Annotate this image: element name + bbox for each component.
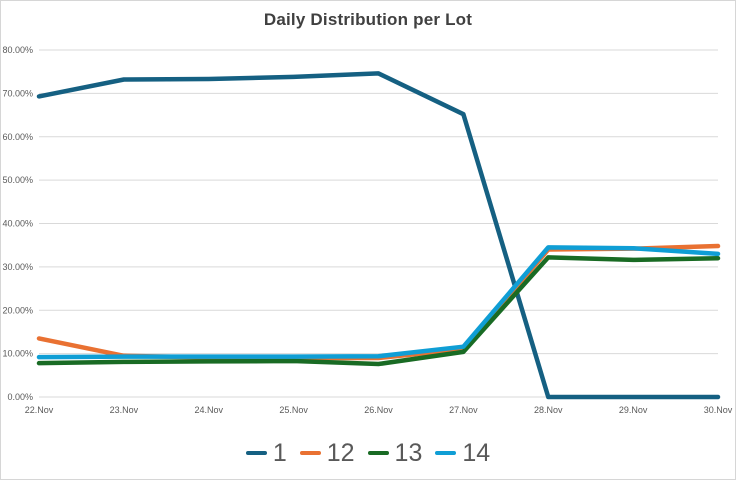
- legend-item-13: 13: [367, 438, 423, 467]
- x-axis-tick-label: 25.Nov: [279, 405, 308, 415]
- x-axis-tick-label: 27.Nov: [449, 405, 478, 415]
- y-axis-tick-label: 0.00%: [7, 392, 33, 402]
- y-axis-tick-label: 70.00%: [2, 88, 33, 98]
- x-axis-tick-label: 28.Nov: [534, 405, 563, 415]
- x-axis-tick-label: 22.Nov: [25, 405, 54, 415]
- legend-swatch-14: [435, 450, 457, 456]
- y-axis-tick-label: 30.00%: [2, 262, 33, 272]
- y-axis-tick-label: 20.00%: [2, 305, 33, 315]
- x-axis-tick-label: 29.Nov: [619, 405, 648, 415]
- legend-label-12: 12: [326, 438, 355, 467]
- legend-label-14: 14: [462, 438, 491, 467]
- series-line-13: [36, 255, 721, 367]
- series-line-12: [36, 243, 721, 361]
- series-line-1: [36, 71, 721, 400]
- legend-swatch-13: [367, 450, 389, 456]
- legend-label-1: 1: [272, 438, 287, 467]
- legend-swatch-12: [299, 450, 321, 456]
- legend: 1 12 13 14: [1, 432, 735, 474]
- x-axis-tick-label: 24.Nov: [194, 405, 223, 415]
- x-axis-tick-label: 26.Nov: [364, 405, 393, 415]
- y-axis-tick-label: 80.00%: [2, 45, 33, 55]
- series-line-14: [36, 245, 721, 360]
- x-axis-tick-label: 23.Nov: [110, 405, 139, 415]
- y-axis-tick-label: 50.00%: [2, 175, 33, 185]
- y-axis-tick-label: 10.00%: [2, 349, 33, 359]
- legend-item-1: 1: [245, 438, 287, 467]
- y-axis-tick-label: 40.00%: [2, 219, 33, 229]
- chart-title: Daily Distribution per Lot: [263, 10, 473, 29]
- x-axis-tick-label: 30.Nov: [704, 405, 733, 415]
- legend-item-12: 12: [299, 438, 355, 467]
- legend-item-14: 14: [435, 438, 491, 467]
- legend-label-13: 13: [394, 438, 423, 467]
- y-axis-tick-label: 60.00%: [2, 132, 33, 142]
- legend-swatch-1: [245, 450, 267, 456]
